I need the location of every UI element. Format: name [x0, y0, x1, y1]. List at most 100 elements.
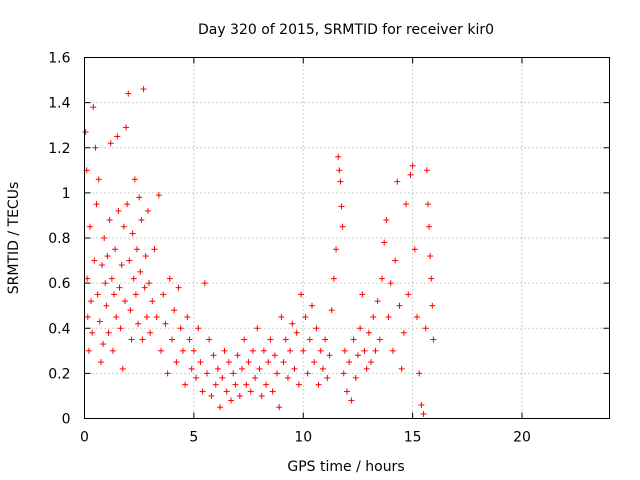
data-point — [120, 223, 127, 230]
data-point — [184, 313, 191, 320]
data-point — [131, 176, 138, 183]
data-point — [278, 313, 285, 320]
data-point — [129, 230, 136, 237]
data-point — [340, 370, 347, 377]
data-point — [212, 381, 219, 388]
data-point — [245, 359, 252, 366]
data-point — [86, 223, 93, 230]
data-point — [247, 388, 254, 395]
data-point — [359, 291, 366, 298]
data-point — [267, 336, 274, 343]
data-point — [164, 370, 171, 377]
grid — [84, 57, 610, 419]
data-point — [315, 381, 322, 388]
data-point — [206, 336, 213, 343]
data-point — [405, 291, 412, 298]
data-point — [280, 359, 287, 366]
data-point — [149, 298, 156, 305]
data-point — [328, 307, 335, 314]
data-point — [188, 365, 195, 372]
data-point — [199, 388, 206, 395]
data-point — [146, 280, 153, 287]
data-point — [298, 291, 305, 298]
data-point — [400, 329, 407, 336]
data-point — [379, 275, 385, 282]
data-point — [418, 401, 425, 408]
data-point — [102, 280, 109, 287]
data-point — [336, 167, 343, 174]
data-point — [326, 352, 333, 359]
data-point — [293, 329, 300, 336]
data-point — [128, 336, 135, 343]
x-tick-label: 10 — [294, 430, 312, 446]
data-point — [317, 347, 324, 354]
data-point — [136, 194, 143, 201]
chart-title: Day 320 of 2015, SRMTID for receiver kir… — [198, 22, 494, 38]
data-point — [135, 320, 142, 327]
plot-frame — [84, 57, 610, 419]
data-point — [249, 347, 256, 354]
data-point — [420, 410, 427, 417]
data-point — [304, 370, 311, 377]
data-point — [423, 167, 430, 174]
data-point — [155, 192, 162, 199]
data-point — [97, 359, 104, 366]
x-tick-label: 15 — [404, 430, 422, 446]
data-point — [239, 365, 245, 372]
data-point — [265, 359, 272, 366]
data-point — [338, 203, 345, 210]
data-point — [127, 307, 134, 314]
data-point — [94, 291, 101, 298]
x-tick-label: 5 — [189, 430, 198, 446]
data-point — [241, 336, 248, 343]
data-point — [108, 275, 115, 282]
data-point — [354, 352, 361, 359]
x-tick-label: 20 — [513, 430, 531, 446]
data-point — [287, 347, 294, 354]
data-point — [214, 365, 221, 372]
data-point — [130, 275, 137, 282]
data-point — [88, 298, 95, 305]
data-point — [195, 325, 202, 332]
data-point — [118, 262, 125, 269]
data-point — [426, 223, 433, 230]
data-point — [113, 313, 120, 320]
data-point — [160, 291, 167, 298]
data-point — [139, 336, 146, 343]
data-point — [383, 216, 390, 223]
data-point — [403, 201, 410, 208]
data-point — [330, 275, 337, 282]
data-point — [422, 325, 429, 332]
data-point — [186, 336, 193, 343]
y-tick-label: 1.6 — [48, 51, 70, 67]
data-point — [234, 352, 241, 359]
data-point — [124, 201, 131, 208]
data-point — [387, 280, 394, 287]
data-point — [232, 381, 239, 388]
data-point — [91, 257, 98, 264]
y-tick-label: 0.6 — [48, 276, 70, 292]
data-point — [111, 291, 118, 298]
data-point — [151, 246, 158, 253]
x-axis-label: GPS time / hours — [287, 459, 404, 475]
data-point — [407, 171, 414, 178]
data-point — [352, 374, 359, 381]
data-point — [158, 347, 165, 354]
data-point — [92, 144, 99, 151]
data-point — [350, 336, 357, 343]
data-point — [90, 104, 97, 111]
data-point — [193, 374, 200, 381]
data-point — [357, 325, 364, 332]
data-point — [125, 90, 132, 97]
data-point — [394, 178, 401, 185]
data-point — [99, 262, 105, 269]
data-point — [392, 257, 399, 264]
data-point — [112, 246, 119, 253]
data-points — [82, 86, 437, 417]
data-point — [333, 246, 340, 253]
data-point — [282, 336, 289, 343]
data-point — [230, 370, 237, 377]
data-point — [430, 336, 437, 343]
data-point — [363, 365, 370, 372]
